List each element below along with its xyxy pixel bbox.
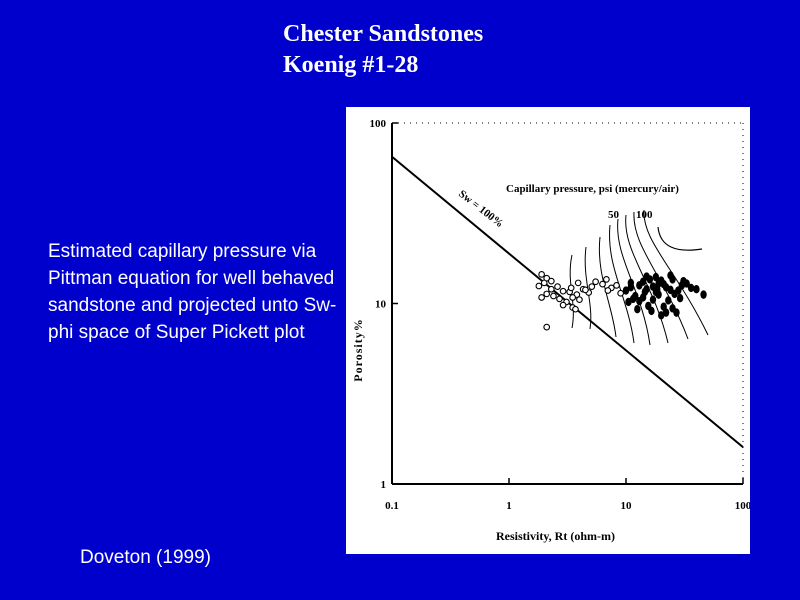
- filled-data-point: [700, 290, 707, 299]
- filled-data-point: [662, 308, 670, 317]
- filled-data-point: [667, 271, 674, 280]
- open-data-point: [543, 290, 551, 298]
- y-tick-label: 100: [370, 118, 387, 130]
- x-tick-label: 10: [621, 500, 633, 512]
- y-tick-label: 10: [375, 299, 387, 311]
- open-data-point: [543, 323, 551, 331]
- filled-data-point: [675, 286, 682, 295]
- open-data-point: [535, 282, 543, 290]
- y-axis-label: Porosity%: [351, 318, 365, 381]
- slide-title: Chester Sandstones Koenig #1-28: [283, 19, 483, 81]
- x-tick-label: 1: [506, 500, 512, 512]
- capillary-curve: [633, 211, 689, 340]
- open-data-point: [582, 286, 589, 294]
- filled-data-point: [625, 297, 632, 307]
- credit-text: Doveton (1999): [80, 547, 211, 568]
- open-data-point: [556, 295, 563, 303]
- open-data-point: [574, 279, 582, 287]
- open-data-point: [559, 301, 567, 309]
- filled-data-point: [665, 296, 672, 305]
- capillary-curve: [598, 236, 617, 338]
- filled-data-point: [634, 304, 641, 314]
- description-text: Estimated capillary pressure via Pittman…: [48, 241, 337, 343]
- filled-data-point: [660, 279, 667, 289]
- open-data-point: [559, 287, 567, 295]
- open-data-point: [538, 294, 545, 301]
- capillary-curve: [657, 226, 703, 251]
- capillary-curve: [617, 218, 651, 346]
- capillary-curve: [643, 209, 709, 336]
- filled-data-point: [641, 287, 649, 297]
- filled-data-point: [669, 304, 676, 313]
- open-data-point: [599, 280, 606, 288]
- title-line-1: Chester Sandstones: [283, 21, 484, 47]
- open-data-point: [576, 296, 583, 304]
- open-data-point: [547, 277, 555, 285]
- open-data-point: [540, 279, 548, 287]
- open-data-point: [554, 283, 561, 290]
- capillary-pressure-label: Capillary pressure, psi (mercury/air): [506, 183, 679, 195]
- open-data-point: [538, 271, 545, 278]
- title-line-2: Koenig #1-28: [283, 52, 419, 78]
- super-pickett-plot: 0.1 1 10 100 1 10 100 Capillary pressure, psi …: [351, 118, 752, 543]
- chart-figure: 0.1 1 10 100 1 10 100 Capillary pressure, psi …: [346, 107, 752, 554]
- open-data-point: [588, 283, 596, 290]
- open-data-point: [617, 289, 624, 297]
- filled-data-point: [658, 311, 665, 320]
- open-data-point: [550, 292, 557, 300]
- filled-data-point: [687, 283, 695, 293]
- open-data-point: [567, 284, 575, 292]
- filled-data-point: [622, 286, 630, 295]
- filled-data-point: [676, 293, 684, 303]
- filled-data-point: [627, 278, 635, 288]
- x-tick-label: 0.1: [385, 500, 399, 512]
- capillary-curve: [609, 224, 635, 344]
- open-data-point: [613, 282, 620, 289]
- x-tick-label: 100: [735, 500, 750, 512]
- open-data-point: [572, 305, 579, 313]
- filled-data-point: [652, 272, 660, 282]
- sw-line-label: Sw = 100%: [456, 188, 505, 230]
- curve-label-50: 50: [608, 209, 620, 221]
- open-data-point: [603, 276, 610, 283]
- y-tick-label: 1: [381, 479, 387, 491]
- x-axis-label: Resistivity, Rt (ohm-m): [496, 529, 615, 543]
- open-data-point: [604, 287, 612, 294]
- filled-data-point: [643, 272, 650, 281]
- open-data-point: [547, 285, 555, 293]
- filled-data-point: [693, 285, 700, 294]
- filled-data-point: [649, 295, 657, 304]
- filled-data-point: [654, 285, 661, 294]
- filled-data-point: [648, 306, 655, 316]
- filled-data-point: [680, 276, 687, 286]
- capillary-curve: [625, 214, 669, 344]
- open-data-point: [592, 278, 599, 286]
- open-data-point: [569, 294, 577, 301]
- curve-label-100: 100: [636, 209, 653, 221]
